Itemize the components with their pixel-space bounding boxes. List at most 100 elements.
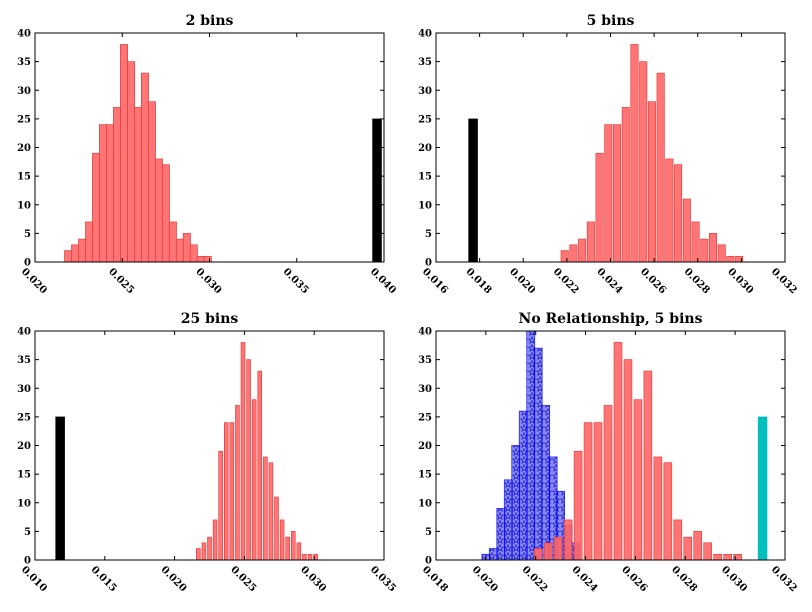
x-tick-label: 0.015	[89, 564, 119, 594]
distribution-bar	[653, 456, 663, 560]
distribution-bar	[543, 542, 553, 560]
distribution-bar	[106, 124, 114, 262]
y-tick-label: 40	[17, 327, 31, 338]
x-tick-label: 0.024	[594, 266, 624, 296]
y-tick-label: 40	[418, 29, 432, 40]
x-tick-label: 0.040	[368, 266, 398, 296]
x-tick-label: 0.025	[228, 564, 258, 594]
distribution-bar	[647, 101, 656, 262]
y-tick-label: 0	[425, 556, 432, 567]
distribution-bar	[313, 553, 318, 560]
chart-panel-3: 25 bins 0 5 10 15 20 25 30 35 40 0.010 0.015 0.020 0.…	[17, 311, 398, 594]
reference-bar	[372, 118, 382, 262]
distribution-bar	[703, 542, 713, 560]
distribution-bar	[613, 124, 622, 262]
x-tick-label: 0.024	[569, 564, 599, 594]
distribution-bar	[207, 536, 212, 560]
distribution-bar	[604, 124, 613, 262]
y-tick-label: 25	[17, 412, 31, 423]
null-distribution-bar	[503, 479, 513, 560]
y-tick-label: 10	[17, 200, 31, 211]
x-tick-label: 0.022	[551, 266, 581, 296]
distribution-bar	[99, 124, 108, 262]
null-distribution-bar	[533, 347, 543, 560]
distribution-bar	[573, 450, 583, 560]
bars-group	[64, 44, 382, 262]
y-tick-label: 5	[425, 527, 432, 538]
y-tick-label: 25	[17, 114, 31, 125]
distribution-bar	[251, 399, 257, 560]
distribution-bar	[586, 221, 595, 262]
null-distribution-bar	[541, 405, 551, 560]
distribution-bar	[630, 44, 639, 262]
x-tick-label: 0.030	[725, 266, 755, 296]
distribution-bar	[92, 152, 101, 262]
distribution-bar	[665, 158, 674, 262]
distribution-bar	[161, 164, 170, 262]
distribution-bar	[291, 531, 296, 560]
distribution-bar	[302, 553, 307, 560]
distribution-bar	[560, 250, 569, 262]
distribution-bar	[113, 107, 121, 262]
distribution-bar	[613, 342, 623, 560]
distribution-bar	[723, 553, 732, 560]
y-tick-label: 35	[418, 355, 432, 366]
bars-group	[481, 331, 768, 560]
distribution-bar	[212, 519, 218, 560]
y-tick-label: 20	[418, 143, 432, 154]
distribution-bar	[583, 422, 593, 560]
distribution-bar	[127, 61, 135, 262]
distribution-bar	[726, 255, 735, 262]
distribution-bar	[196, 548, 201, 560]
distribution-bar	[700, 238, 709, 262]
x-tick-label: 0.035	[281, 266, 311, 296]
distribution-bar	[263, 456, 268, 560]
reference-bar	[55, 416, 65, 560]
distribution-bar	[168, 221, 177, 262]
distribution-bar	[553, 536, 563, 560]
bars-group	[468, 44, 744, 262]
chart-title: 2 bins	[186, 13, 234, 29]
distribution-bar	[595, 152, 604, 262]
x-tick-label: 0.032	[769, 266, 799, 296]
distribution-bar	[147, 101, 156, 262]
x-tick-label: 0.020	[19, 266, 49, 296]
distribution-bar	[175, 238, 184, 262]
x-tick-label: 0.030	[719, 564, 749, 594]
distribution-bar	[189, 244, 198, 262]
distribution-bar	[643, 370, 653, 560]
y-tick-label: 20	[17, 143, 31, 154]
y-tick-label: 35	[418, 57, 432, 68]
axes-frame	[34, 330, 385, 561]
y-tick-label: 5	[425, 229, 432, 240]
distribution-bar	[64, 250, 73, 262]
chart-panel-2: 5 bins 0 5 10 15 20 25 30 35 40 0.016 0.018 0.020 0.0…	[418, 13, 799, 296]
null-distribution-bar	[518, 410, 528, 560]
x-tick-label: 0.018	[420, 564, 450, 594]
distribution-bar	[154, 158, 163, 262]
y-tick-label: 20	[418, 441, 432, 452]
distribution-bar	[633, 399, 643, 560]
distribution-bar	[71, 244, 80, 262]
y-tick-label: 25	[418, 412, 432, 423]
y-tick-label: 40	[17, 29, 31, 40]
y-tick-label: 30	[418, 86, 432, 97]
distribution-bar	[201, 542, 207, 560]
distribution-bar	[133, 107, 142, 262]
distribution-bar	[196, 255, 205, 262]
distribution-bar	[285, 536, 290, 560]
distribution-bar	[223, 422, 229, 560]
x-tick-label: 0.026	[638, 266, 668, 296]
distribution-bar	[203, 255, 212, 262]
y-tick-label: 35	[17, 57, 31, 68]
distribution-bar	[182, 233, 191, 262]
x-tick-label: 0.018	[464, 266, 494, 296]
chart-panel-1: 2 bins 0 5 10 15 20 25 30 35 40 0.020 0.025 0.030 0.0…	[17, 13, 398, 296]
null-distribution-bar	[511, 445, 521, 560]
null-distribution-bar	[488, 548, 498, 560]
distribution-bar	[563, 519, 573, 560]
distribution-bar	[621, 107, 630, 262]
x-tick-label: 0.020	[158, 564, 188, 594]
distribution-bar	[656, 72, 665, 262]
